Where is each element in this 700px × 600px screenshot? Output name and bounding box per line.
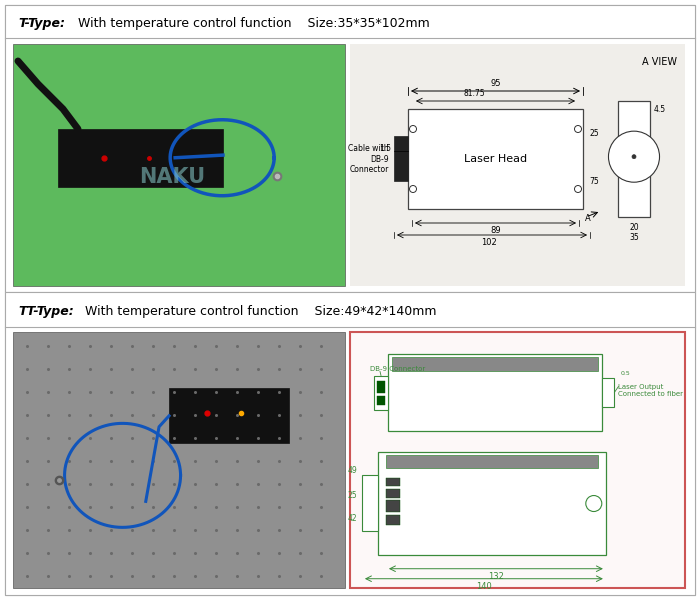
Bar: [386, 455, 598, 467]
Bar: [5, 5, 695, 292]
Text: 75: 75: [589, 176, 598, 185]
Text: 1.5: 1.5: [379, 144, 391, 153]
Bar: [377, 396, 385, 405]
Text: DB-9 Connector: DB-9 Connector: [370, 365, 426, 371]
Bar: [362, 475, 378, 531]
Text: 89: 89: [490, 226, 500, 235]
Text: Laser Head: Laser Head: [464, 154, 527, 164]
Circle shape: [608, 131, 659, 182]
Bar: [386, 515, 400, 524]
Text: 95: 95: [490, 79, 500, 88]
Circle shape: [575, 185, 582, 193]
Circle shape: [632, 155, 636, 158]
Text: A: A: [585, 214, 591, 223]
Text: 132: 132: [488, 572, 504, 581]
Text: 20: 20: [629, 223, 639, 232]
Bar: [169, 388, 289, 443]
Circle shape: [575, 125, 582, 133]
Text: With temperature control function    Size:35*35*102mm: With temperature control function Size:3…: [78, 17, 430, 31]
Bar: [386, 478, 400, 487]
Bar: [386, 489, 400, 497]
Text: 35: 35: [629, 233, 639, 242]
Text: 49: 49: [347, 466, 357, 475]
Bar: [58, 129, 223, 187]
Text: A VIEW: A VIEW: [642, 57, 677, 67]
Bar: [13, 332, 345, 588]
Text: T-Type:: T-Type:: [18, 17, 65, 31]
Bar: [388, 354, 603, 431]
Text: 81.75: 81.75: [463, 89, 485, 98]
Text: 4.5: 4.5: [654, 105, 666, 114]
Bar: [350, 332, 685, 588]
Text: TT-Type:: TT-Type:: [18, 304, 74, 317]
Bar: [603, 378, 615, 407]
Text: 140: 140: [476, 582, 492, 591]
Text: With temperature control function    Size:49*42*140mm: With temperature control function Size:4…: [85, 304, 437, 317]
Bar: [350, 44, 685, 286]
Text: 42: 42: [347, 514, 357, 523]
Text: 102: 102: [481, 238, 496, 247]
Bar: [13, 44, 345, 286]
Bar: [618, 101, 650, 217]
Bar: [392, 357, 598, 371]
Bar: [377, 380, 385, 393]
Text: 25: 25: [347, 491, 357, 500]
Bar: [374, 376, 388, 410]
Circle shape: [586, 496, 602, 512]
Bar: [386, 500, 400, 512]
Text: NAKU: NAKU: [139, 167, 205, 187]
Circle shape: [410, 125, 416, 133]
Text: 25: 25: [589, 130, 598, 139]
Bar: [5, 292, 695, 595]
Bar: [378, 452, 606, 555]
Text: Cable with
DB-9
Connector: Cable with DB-9 Connector: [349, 144, 389, 174]
Text: Laser Output
Connected to fiber: Laser Output Connected to fiber: [618, 383, 683, 397]
Circle shape: [410, 185, 416, 193]
Bar: [408, 109, 583, 209]
Text: 0.5: 0.5: [620, 371, 630, 376]
Bar: [394, 136, 408, 181]
